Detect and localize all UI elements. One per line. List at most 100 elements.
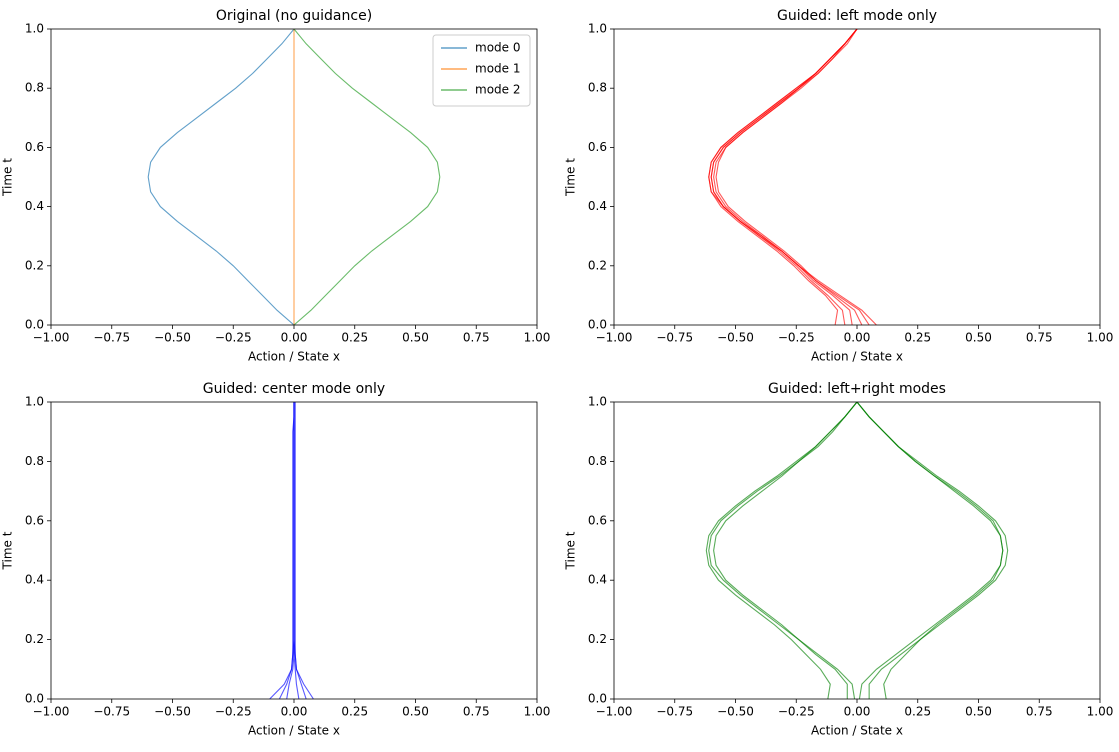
y-tick-label: 0.4 xyxy=(588,573,607,587)
x-tick-label: −1.00 xyxy=(33,705,70,719)
x-tick-label: −0.75 xyxy=(656,331,693,345)
trajectory-line xyxy=(278,402,295,699)
y-axis-label: Time t xyxy=(1,158,15,197)
plot-area xyxy=(147,29,441,325)
y-tick-label: 0.4 xyxy=(588,199,607,213)
x-axis-label: Action / State x xyxy=(248,350,340,364)
x-tick-label: −0.50 xyxy=(717,331,754,345)
x-tick-label: −0.25 xyxy=(778,331,815,345)
y-tick-label: 0.2 xyxy=(25,632,44,646)
x-tick-label: 1.00 xyxy=(1087,331,1114,345)
trajectory-line xyxy=(856,402,1009,699)
y-tick-label: 0.0 xyxy=(588,692,607,706)
y-tick-label: 0.0 xyxy=(588,318,607,332)
y-tick-label: 0.8 xyxy=(25,454,44,468)
x-tick-label: 0.25 xyxy=(341,331,368,345)
trajectory-line xyxy=(705,402,858,699)
x-axis-label: Action / State x xyxy=(248,724,340,738)
x-axis-label: Action / State x xyxy=(811,724,903,738)
y-axis-label: Time t xyxy=(564,531,578,570)
x-tick-label: 0.00 xyxy=(844,705,871,719)
x-tick-label: 0.75 xyxy=(463,331,490,345)
trajectory-line xyxy=(710,29,863,325)
x-tick-label: −0.25 xyxy=(215,331,252,345)
x-tick-label: 0.75 xyxy=(1026,331,1053,345)
trajectory-line xyxy=(293,29,441,325)
trajectory-line xyxy=(708,402,858,699)
trajectory-line xyxy=(708,29,858,325)
x-tick-label: −1.00 xyxy=(33,331,70,345)
plot-area xyxy=(708,29,877,325)
y-tick-label: 1.0 xyxy=(588,22,607,36)
x-tick-label: −1.00 xyxy=(596,331,633,345)
y-tick-label: 0.2 xyxy=(25,258,44,272)
chart-title: Guided: left+right modes xyxy=(768,381,946,397)
y-tick-label: 1.0 xyxy=(25,395,44,409)
y-tick-label: 0.2 xyxy=(588,632,607,646)
trajectory-line xyxy=(715,29,870,325)
y-axis-label: Time t xyxy=(1,531,15,570)
x-tick-label: 0.25 xyxy=(904,331,931,345)
legend: mode 0 mode 1 mode 2 xyxy=(432,34,531,107)
x-tick-label: −0.50 xyxy=(717,705,754,719)
y-tick-label: 0.4 xyxy=(25,573,44,587)
x-tick-label: −0.50 xyxy=(154,331,191,345)
x-tick-label: −0.25 xyxy=(215,705,252,719)
legend-box xyxy=(432,34,531,107)
y-tick-label: 0.6 xyxy=(25,513,44,527)
y-tick-label: 0.6 xyxy=(25,140,44,154)
x-tick-label: 0.00 xyxy=(281,331,308,345)
y-tick-label: 1.0 xyxy=(25,22,44,36)
subplot: −1.00 −0.75 −0.50 −0.25 0.00 0.25 0.50 0.75 1.00… xyxy=(564,8,1114,364)
x-tick-label: 0.50 xyxy=(965,331,992,345)
trajectory-line xyxy=(713,402,858,699)
y-tick-label: 0.8 xyxy=(25,81,44,95)
legend-label: mode 0 xyxy=(475,41,520,55)
x-tick-label: 0.50 xyxy=(402,705,429,719)
trajectory-line xyxy=(269,402,295,699)
y-tick-label: 0.0 xyxy=(25,692,44,706)
y-axis-label: Time t xyxy=(564,158,578,197)
axes-frame xyxy=(613,28,1101,326)
trajectory-line xyxy=(293,402,314,699)
x-tick-label: −0.75 xyxy=(93,331,130,345)
axes-frame xyxy=(613,401,1101,700)
trajectory-line xyxy=(147,29,295,325)
x-tick-label: 0.00 xyxy=(844,331,871,345)
trajectory-line xyxy=(856,402,1004,699)
y-tick-label: 0.2 xyxy=(588,258,607,272)
x-tick-label: 1.00 xyxy=(1087,705,1114,719)
y-tick-label: 0.4 xyxy=(25,199,44,213)
x-tick-label: 0.50 xyxy=(965,705,992,719)
x-tick-label: 0.25 xyxy=(904,705,931,719)
trajectory-line xyxy=(294,402,307,699)
chart-title: Original (no guidance) xyxy=(216,8,372,24)
x-tick-label: 1.00 xyxy=(524,705,551,719)
x-tick-label: −0.75 xyxy=(656,705,693,719)
y-tick-label: 0.8 xyxy=(588,454,607,468)
x-tick-label: 0.75 xyxy=(463,705,490,719)
subplot: −1.00 −0.75 −0.50 −0.25 0.00 0.25 0.50 0.75 1.00… xyxy=(564,381,1114,738)
trajectory-line xyxy=(713,29,858,325)
x-tick-label: 0.75 xyxy=(1026,705,1053,719)
y-tick-label: 0.0 xyxy=(25,318,44,332)
x-tick-label: 1.00 xyxy=(524,331,551,345)
y-tick-label: 1.0 xyxy=(588,395,607,409)
x-tick-label: −0.25 xyxy=(778,705,815,719)
subplot: −1.00 −0.75 −0.50 −0.25 0.00 0.25 0.50 0.75 1.00… xyxy=(1,381,551,738)
x-tick-label: −0.75 xyxy=(93,705,130,719)
trajectory-line xyxy=(856,402,1004,699)
x-tick-label: −0.50 xyxy=(154,705,191,719)
plot-area xyxy=(269,402,314,699)
legend-label: mode 1 xyxy=(475,62,520,76)
y-tick-label: 0.8 xyxy=(588,81,607,95)
x-tick-label: 0.50 xyxy=(402,331,429,345)
subplot: −1.00 −0.75 −0.50 −0.25 0.00 0.25 0.50 0.75 1.00… xyxy=(1,8,551,364)
y-tick-label: 0.6 xyxy=(588,140,607,154)
plot-area xyxy=(705,402,1009,699)
legend-label: mode 2 xyxy=(475,83,520,97)
x-axis-label: Action / State x xyxy=(811,350,903,364)
x-tick-label: 0.25 xyxy=(341,705,368,719)
y-tick-label: 0.6 xyxy=(588,513,607,527)
